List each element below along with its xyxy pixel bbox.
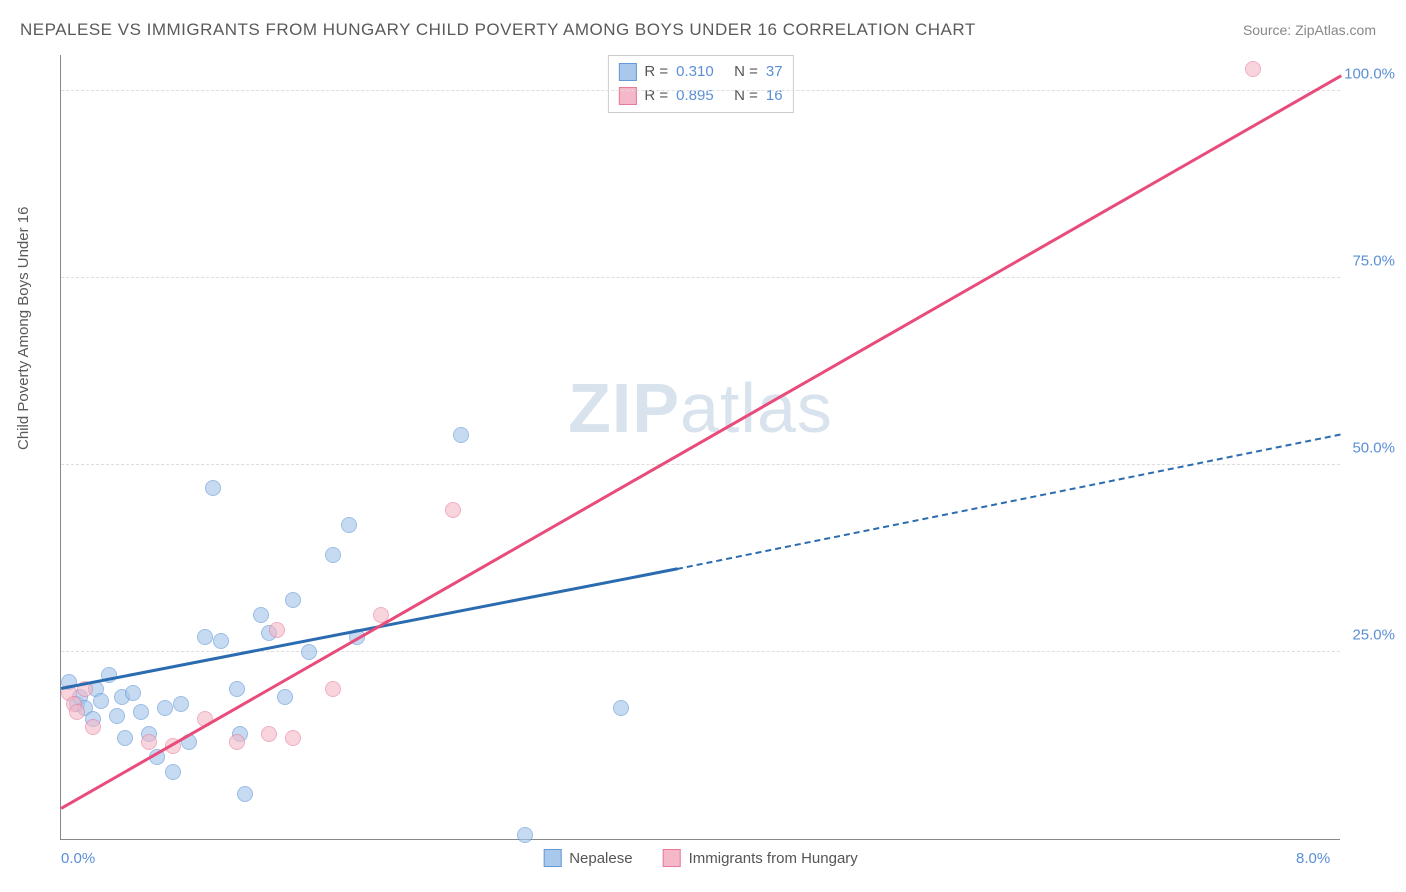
scatter-point [517, 827, 533, 843]
scatter-point [109, 708, 125, 724]
scatter-point [197, 629, 213, 645]
gridline [61, 464, 1340, 465]
scatter-point [325, 681, 341, 697]
y-tick-label: 100.0% [1344, 66, 1395, 83]
source-label: Source: ZipAtlas.com [1243, 22, 1376, 38]
legend-row: R = 0.895 N = 16 [618, 84, 782, 108]
legend-r-label: R = [644, 84, 668, 108]
scatter-point [453, 427, 469, 443]
legend-n-value: 37 [766, 60, 783, 84]
scatter-point [133, 704, 149, 720]
scatter-point [301, 644, 317, 660]
scatter-point [157, 700, 173, 716]
scatter-point [125, 685, 141, 701]
legend-swatch [618, 63, 636, 81]
scatter-point [85, 719, 101, 735]
legend-r-label: R = [644, 60, 668, 84]
scatter-point [253, 607, 269, 623]
watermark: ZIPatlas [568, 368, 833, 448]
scatter-point [1245, 61, 1261, 77]
legend-series-item: Nepalese [543, 849, 632, 867]
legend-r-value: 0.310 [676, 60, 726, 84]
scatter-point [117, 730, 133, 746]
scatter-point [229, 681, 245, 697]
scatter-point [325, 547, 341, 563]
scatter-point [213, 633, 229, 649]
trend-line [60, 74, 1341, 809]
scatter-point [141, 734, 157, 750]
legend-r-value: 0.895 [676, 84, 726, 108]
legend-series-item: Immigrants from Hungary [663, 849, 858, 867]
y-tick-label: 75.0% [1352, 253, 1395, 270]
scatter-point [445, 502, 461, 518]
legend-series-name: Nepalese [569, 850, 632, 867]
legend-row: R = 0.310 N = 37 [618, 60, 782, 84]
scatter-point [93, 693, 109, 709]
scatter-point [285, 730, 301, 746]
y-tick-label: 50.0% [1352, 440, 1395, 457]
legend-n-value: 16 [766, 84, 783, 108]
plot-area: ZIPatlas R =0.310N =37R =0.895N =16 Nepa… [60, 55, 1340, 840]
gridline [61, 90, 1340, 91]
chart-title: NEPALESE VS IMMIGRANTS FROM HUNGARY CHIL… [20, 20, 976, 40]
scatter-point [229, 734, 245, 750]
scatter-point [173, 696, 189, 712]
gridline [61, 277, 1340, 278]
legend-series: Nepalese Immigrants from Hungary [543, 849, 858, 867]
scatter-point [205, 480, 221, 496]
y-tick-label: 25.0% [1352, 627, 1395, 644]
legend-correlation: R = 0.310 N = 37 R = 0.895 N = 16 [607, 55, 793, 113]
scatter-point [165, 764, 181, 780]
scatter-point [277, 689, 293, 705]
x-tick-label: 8.0% [1296, 850, 1330, 867]
watermark-part-a: ZIP [568, 369, 680, 447]
scatter-point [69, 704, 85, 720]
scatter-point [613, 700, 629, 716]
trend-line [61, 567, 677, 689]
scatter-point [269, 622, 285, 638]
y-axis-label: Child Poverty Among Boys Under 16 [15, 207, 32, 450]
scatter-point [261, 726, 277, 742]
x-tick-label: 0.0% [61, 850, 95, 867]
legend-n-label: N = [734, 84, 758, 108]
scatter-point [237, 786, 253, 802]
legend-n-label: N = [734, 60, 758, 84]
scatter-point [285, 592, 301, 608]
legend-swatch [663, 849, 681, 867]
scatter-point [341, 517, 357, 533]
legend-series-name: Immigrants from Hungary [689, 850, 858, 867]
legend-swatch [543, 849, 561, 867]
trend-line [677, 433, 1341, 570]
